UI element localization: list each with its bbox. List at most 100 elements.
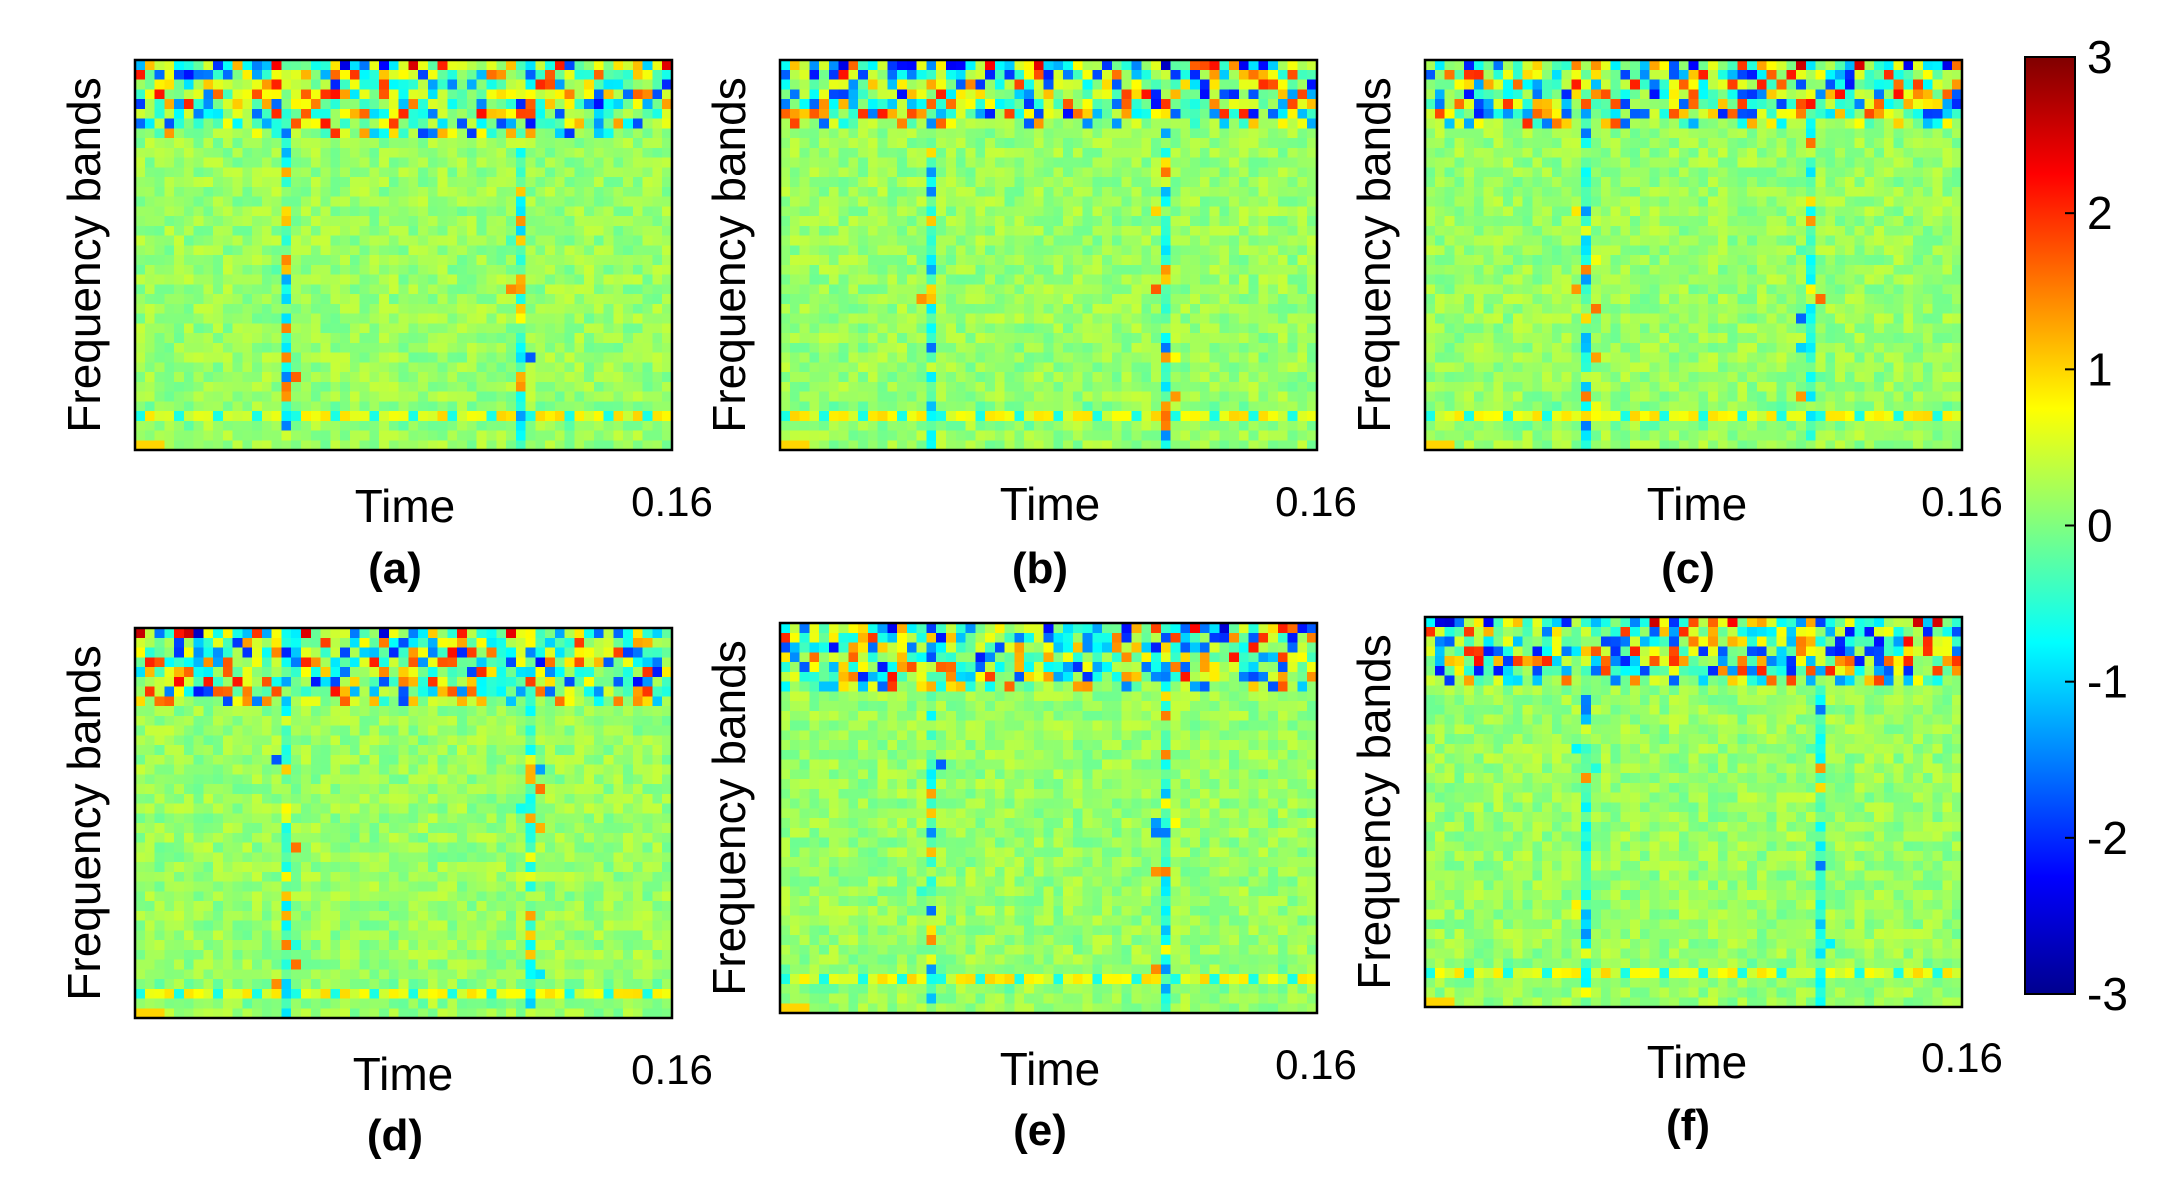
- heatmap-cell: [838, 411, 849, 422]
- heatmap-cell: [593, 147, 605, 159]
- heatmap-cell: [349, 186, 361, 198]
- heatmap-cell: [193, 352, 204, 363]
- heatmap-cell: [154, 147, 165, 159]
- heatmap-cell: [936, 245, 947, 256]
- heatmap-cell: [476, 294, 488, 305]
- heatmap-cell: [1922, 147, 1934, 159]
- heatmap-cell: [466, 323, 478, 334]
- heatmap-cell: [545, 108, 556, 120]
- heatmap-cell: [1815, 60, 1826, 71]
- heatmap-cell: [955, 99, 967, 110]
- heatmap-cell: [252, 216, 263, 227]
- heatmap-cell: [525, 108, 536, 120]
- heatmap-cell: [398, 294, 409, 305]
- heatmap-cell: [1111, 430, 1123, 441]
- heatmap-cell: [965, 177, 976, 188]
- heatmap-cell: [1229, 255, 1240, 266]
- heatmap-cell: [1669, 147, 1680, 159]
- heatmap-cell: [858, 138, 869, 149]
- heatmap-cell: [1102, 235, 1113, 246]
- heatmap-cell: [398, 167, 409, 178]
- heatmap-cell: [291, 362, 302, 373]
- heatmap-cell: [1024, 60, 1035, 71]
- heatmap-cell: [1072, 196, 1084, 207]
- heatmap-cell: [164, 60, 175, 71]
- heatmap-cell: [1287, 352, 1299, 363]
- heatmap-cell: [1141, 235, 1152, 246]
- heatmap-cell: [887, 89, 898, 100]
- heatmap-cell: [1190, 245, 1201, 256]
- heatmap-cell: [1082, 440, 1094, 451]
- heatmap-cell: [1503, 157, 1514, 168]
- heatmap-cell: [408, 186, 419, 198]
- heatmap-cell: [1922, 138, 1934, 149]
- heatmap-cell: [887, 157, 898, 168]
- heatmap-cell: [271, 372, 283, 383]
- heatmap-cell: [867, 362, 879, 373]
- heatmap-cell: [887, 303, 898, 315]
- heatmap-cell: [1473, 89, 1485, 100]
- heatmap-cell: [994, 60, 1006, 71]
- heatmap-cell: [1659, 118, 1670, 129]
- heatmap-cell: [1219, 274, 1230, 285]
- heatmap-cell: [1131, 391, 1142, 402]
- heatmap-cell: [408, 108, 419, 120]
- heatmap-cell: [1229, 381, 1240, 393]
- heatmap-cell: [1786, 99, 1797, 110]
- heatmap-cell: [330, 89, 341, 100]
- heatmap-cell: [965, 69, 976, 81]
- heatmap-cell: [349, 69, 361, 81]
- heatmap-cell: [1756, 138, 1768, 149]
- heatmap-cell: [203, 323, 214, 334]
- heatmap-cell: [242, 138, 253, 149]
- heatmap-cell: [1238, 60, 1250, 71]
- heatmap-cell: [310, 274, 322, 285]
- heatmap-cell: [1835, 89, 1846, 100]
- heatmap-cell: [252, 108, 263, 120]
- heatmap-cell: [1815, 89, 1826, 100]
- heatmap-cell: [789, 196, 801, 207]
- heatmap-cell: [652, 89, 663, 100]
- heatmap-cell: [1219, 167, 1230, 178]
- heatmap-cell: [1033, 177, 1045, 188]
- heatmap-cell: [809, 177, 820, 188]
- heatmap-cell: [1796, 99, 1807, 110]
- heatmap-cell: [1160, 138, 1172, 149]
- heatmap-cell: [1170, 264, 1181, 276]
- heatmap-cell: [379, 362, 390, 373]
- heatmap-cell: [1297, 138, 1308, 149]
- heatmap-cell: [300, 274, 312, 285]
- heatmap-cell: [320, 411, 331, 422]
- heatmap-cell: [232, 118, 243, 129]
- heatmap-cell: [496, 69, 507, 81]
- heatmap-cell: [1102, 284, 1113, 295]
- heatmap-cell: [809, 167, 820, 178]
- heatmap-cell: [1307, 118, 1318, 129]
- heatmap-cell: [828, 235, 840, 246]
- heatmap-cell: [291, 206, 302, 217]
- heatmap-cell: [1727, 60, 1739, 71]
- heatmap-cell: [261, 440, 273, 451]
- heatmap-cell: [887, 342, 898, 354]
- heatmap-cell: [476, 333, 488, 344]
- heatmap-cell: [222, 186, 234, 198]
- heatmap-cell: [1473, 118, 1485, 129]
- heatmap-cell: [203, 118, 214, 129]
- heatmap-cell: [496, 60, 507, 71]
- heatmap-cell: [213, 430, 224, 441]
- heatmap-cell: [457, 89, 468, 100]
- heatmap-cell: [623, 264, 634, 276]
- heatmap-cell: [1151, 333, 1162, 344]
- heatmap-cell: [593, 294, 605, 305]
- heatmap-cell: [955, 157, 967, 168]
- heatmap-cell: [164, 79, 175, 90]
- heatmap-cell: [144, 138, 156, 149]
- heatmap-cell: [799, 303, 810, 315]
- heatmap-cell: [1170, 323, 1181, 334]
- heatmap-cell: [183, 69, 195, 81]
- heatmap-cell: [1111, 118, 1123, 129]
- heatmap-cell: [388, 411, 400, 422]
- heatmap-cell: [994, 333, 1006, 344]
- heatmap-cell: [1688, 108, 1699, 120]
- heatmap-cell: [819, 186, 830, 198]
